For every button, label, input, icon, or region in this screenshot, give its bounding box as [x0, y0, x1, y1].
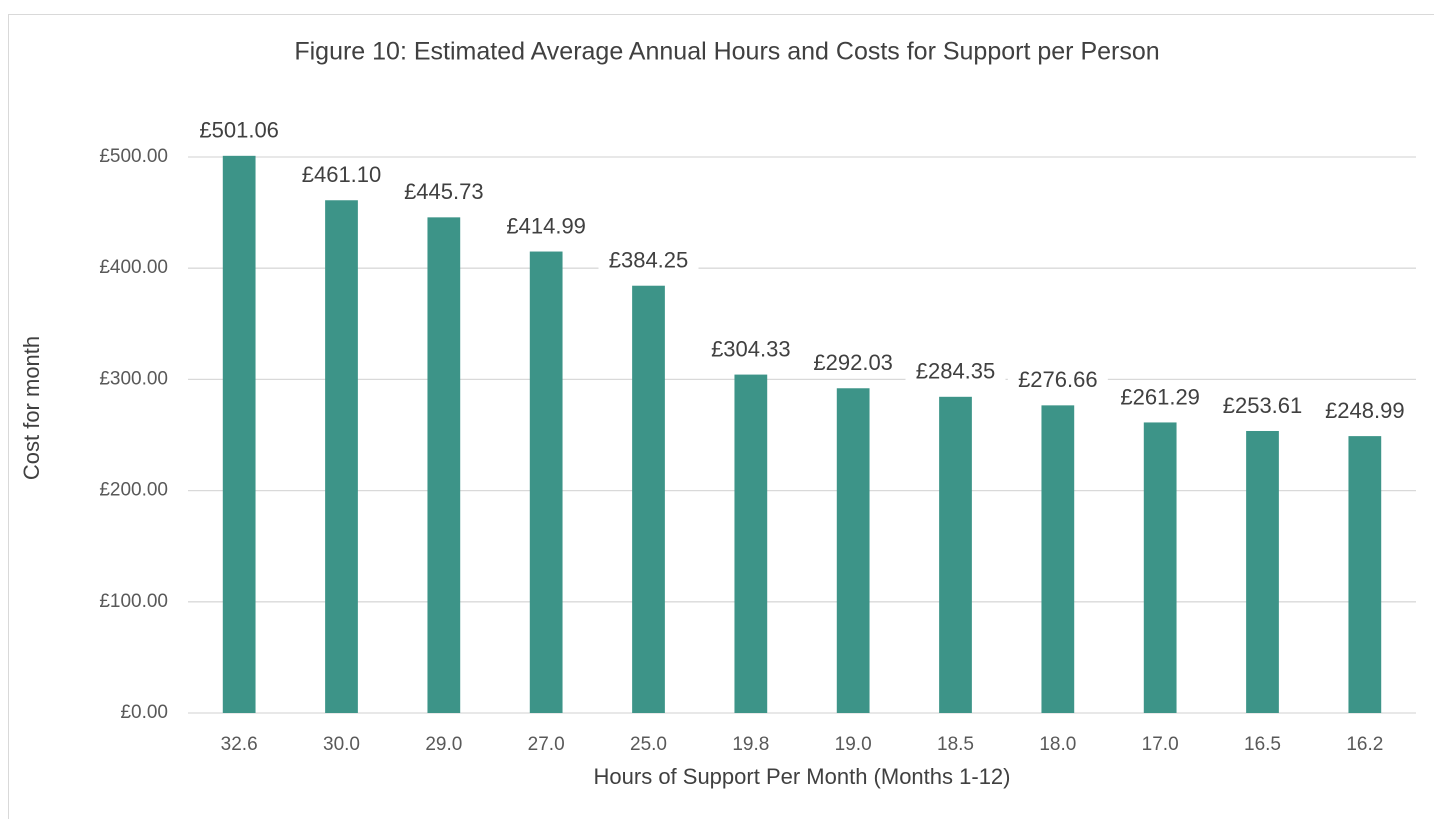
x-tick-label: 16.2 — [1346, 734, 1383, 755]
value-label: £304.33 — [711, 336, 791, 361]
x-tick-label: 16.5 — [1244, 734, 1281, 755]
bar — [939, 396, 972, 713]
chart-border — [8, 14, 1434, 819]
x-tick-label: 19.8 — [732, 734, 769, 755]
y-tick-label: £400.00 — [99, 257, 168, 278]
value-label: £445.73 — [404, 179, 484, 204]
x-tick-label: 17.0 — [1142, 734, 1179, 755]
value-label-bg — [1212, 392, 1313, 421]
bar — [1246, 430, 1279, 713]
x-tick-label: 19.0 — [835, 734, 872, 755]
y-tick-label: £500.00 — [99, 146, 168, 167]
value-label-bg — [1110, 384, 1211, 413]
value-label: £501.06 — [199, 118, 279, 143]
value-label-bg — [700, 336, 801, 365]
y-tick-label: £100.00 — [99, 591, 168, 612]
bar — [1143, 422, 1177, 713]
value-label: £414.99 — [506, 213, 586, 238]
value-label: £248.99 — [1325, 398, 1405, 423]
value-label: £261.29 — [1120, 384, 1200, 409]
value-label-bg — [189, 117, 290, 146]
x-tick-label: 29.0 — [425, 734, 462, 755]
value-label: £461.10 — [302, 162, 382, 187]
y-tick-label: £300.00 — [99, 368, 168, 389]
x-axis-title: Hours of Support Per Month (Months 1-12) — [594, 764, 1011, 789]
bar — [836, 388, 870, 713]
value-label: £292.03 — [813, 350, 893, 375]
value-label-bg — [393, 179, 494, 208]
bar — [325, 200, 358, 713]
x-tick-label: 32.6 — [221, 734, 258, 755]
bar — [427, 217, 461, 713]
y-axis-title: Cost for month — [19, 336, 44, 480]
value-label-bg — [1007, 367, 1108, 396]
value-label: £276.66 — [1018, 367, 1098, 392]
x-tick-label: 30.0 — [323, 734, 360, 755]
y-tick-label: £0.00 — [120, 702, 168, 723]
value-label-bg — [291, 162, 392, 191]
value-label-bg — [803, 350, 904, 379]
x-tick-label: 18.0 — [1039, 734, 1076, 755]
chart-title: Figure 10: Estimated Average Annual Hour… — [294, 38, 1159, 66]
value-label-bg — [1314, 398, 1415, 427]
value-label: £384.25 — [609, 248, 689, 273]
value-label: £284.35 — [916, 359, 996, 384]
bar — [632, 285, 665, 713]
value-label-bg — [905, 358, 1006, 387]
y-tick-label: £200.00 — [99, 480, 168, 501]
bar — [1348, 436, 1382, 713]
x-tick-label: 25.0 — [630, 734, 667, 755]
bar — [734, 374, 768, 713]
bar — [222, 155, 256, 713]
value-label-bg — [496, 213, 597, 242]
bar — [529, 251, 563, 713]
x-tick-label: 27.0 — [528, 734, 565, 755]
bar — [1041, 405, 1075, 713]
value-label-bg — [598, 247, 699, 276]
x-tick-label: 18.5 — [937, 734, 974, 755]
value-label: £253.61 — [1223, 393, 1303, 418]
